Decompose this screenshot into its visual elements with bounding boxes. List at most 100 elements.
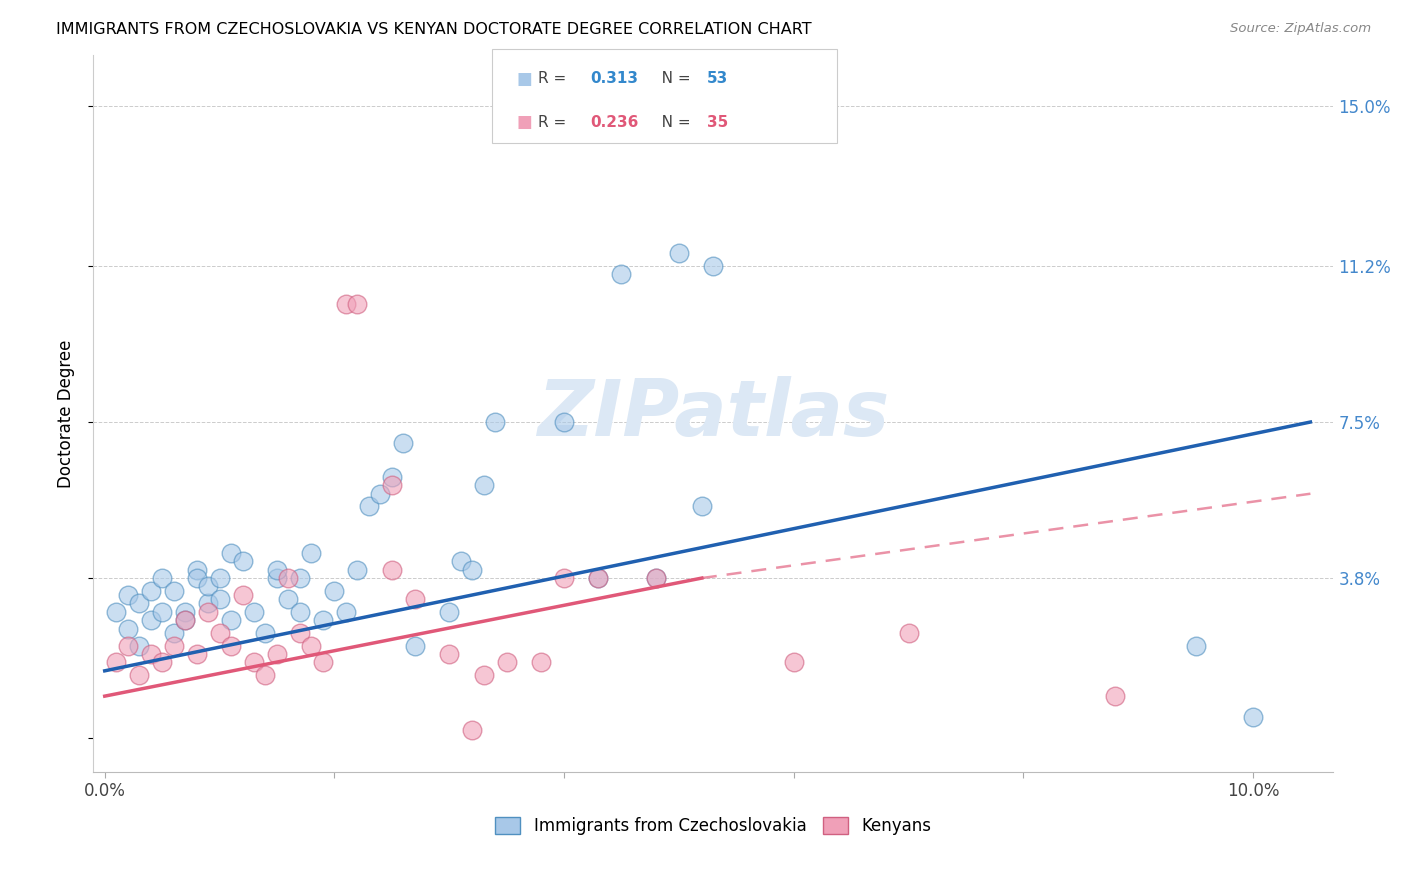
Point xyxy=(266,563,288,577)
Point xyxy=(690,500,713,514)
Point xyxy=(288,571,311,585)
Point xyxy=(150,605,173,619)
Point xyxy=(437,605,460,619)
Point xyxy=(1241,710,1264,724)
Point xyxy=(357,500,380,514)
Point xyxy=(219,613,242,627)
Point xyxy=(588,571,610,585)
Legend: Immigrants from Czechoslovakia, Kenyans: Immigrants from Czechoslovakia, Kenyans xyxy=(495,817,931,836)
Point xyxy=(404,639,426,653)
Point xyxy=(208,626,231,640)
Point xyxy=(381,470,404,484)
Point xyxy=(484,415,506,429)
Point xyxy=(139,613,162,627)
Point xyxy=(381,563,404,577)
Point xyxy=(644,571,666,585)
Point xyxy=(197,605,219,619)
Point xyxy=(702,259,724,273)
Point xyxy=(219,639,242,653)
Point xyxy=(162,639,184,653)
Point xyxy=(335,297,357,311)
Point xyxy=(150,571,173,585)
Point xyxy=(392,436,415,450)
Point xyxy=(128,596,150,610)
Point xyxy=(335,605,357,619)
Point xyxy=(346,563,368,577)
Point xyxy=(162,626,184,640)
Point xyxy=(186,571,208,585)
Point xyxy=(288,626,311,640)
Text: N =: N = xyxy=(647,115,695,129)
Point xyxy=(346,297,368,311)
Point xyxy=(495,656,517,670)
Point xyxy=(1184,639,1206,653)
Point xyxy=(105,656,128,670)
Text: Source: ZipAtlas.com: Source: ZipAtlas.com xyxy=(1230,22,1371,36)
Text: 35: 35 xyxy=(707,115,728,129)
Point xyxy=(437,647,460,661)
Point xyxy=(897,626,920,640)
Point xyxy=(243,656,266,670)
Point xyxy=(644,571,666,585)
Point xyxy=(588,571,610,585)
Point xyxy=(197,580,219,594)
Point xyxy=(105,605,128,619)
Text: ■: ■ xyxy=(516,113,531,131)
Point xyxy=(231,588,253,602)
Point xyxy=(450,554,472,568)
Point xyxy=(288,605,311,619)
Point xyxy=(1104,689,1126,703)
Point xyxy=(162,583,184,598)
Point xyxy=(219,546,242,560)
Point xyxy=(254,626,277,640)
Point xyxy=(150,656,173,670)
Text: 0.236: 0.236 xyxy=(591,115,638,129)
Point xyxy=(174,613,197,627)
Point xyxy=(472,668,495,682)
Point xyxy=(266,571,288,585)
Point xyxy=(139,647,162,661)
Point xyxy=(299,546,322,560)
Point xyxy=(312,656,335,670)
Point xyxy=(117,639,139,653)
Point xyxy=(231,554,253,568)
Point xyxy=(461,723,484,737)
Point xyxy=(404,592,426,607)
Point xyxy=(139,583,162,598)
Point xyxy=(243,605,266,619)
Point xyxy=(610,268,633,282)
Point xyxy=(186,563,208,577)
Point xyxy=(783,656,806,670)
Point xyxy=(117,588,139,602)
Point xyxy=(174,605,197,619)
Text: R =: R = xyxy=(538,115,572,129)
Point xyxy=(299,639,322,653)
Point xyxy=(461,563,484,577)
Point xyxy=(472,478,495,492)
Text: ZIPatlas: ZIPatlas xyxy=(537,376,890,451)
Point xyxy=(277,571,299,585)
Point xyxy=(128,668,150,682)
Point xyxy=(208,571,231,585)
Point xyxy=(128,639,150,653)
Point xyxy=(530,656,553,670)
Point xyxy=(186,647,208,661)
Point xyxy=(254,668,277,682)
Point xyxy=(117,622,139,636)
Text: 53: 53 xyxy=(707,71,728,86)
Point xyxy=(368,486,391,500)
Point xyxy=(174,613,197,627)
Point xyxy=(208,592,231,607)
Point xyxy=(197,596,219,610)
Text: R =: R = xyxy=(538,71,572,86)
Text: N =: N = xyxy=(647,71,695,86)
Point xyxy=(668,246,690,260)
Point xyxy=(312,613,335,627)
Y-axis label: Doctorate Degree: Doctorate Degree xyxy=(58,340,75,488)
Text: 0.313: 0.313 xyxy=(591,71,638,86)
Point xyxy=(266,647,288,661)
Point xyxy=(381,478,404,492)
Point xyxy=(553,415,575,429)
Point xyxy=(277,592,299,607)
Point xyxy=(553,571,575,585)
